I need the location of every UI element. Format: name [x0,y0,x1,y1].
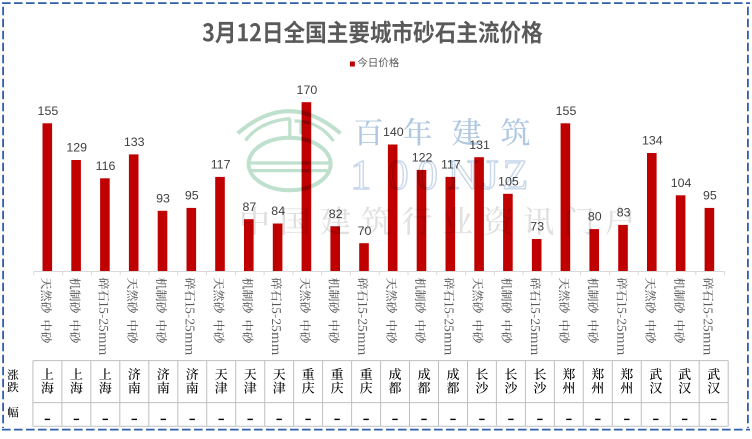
svg-text:133: 133 [124,135,145,149]
svg-text:70: 70 [358,224,372,238]
svg-text:134: 134 [642,134,663,148]
svg-text:84: 84 [271,204,285,218]
svg-text:155: 155 [556,104,577,118]
svg-text:170: 170 [297,83,318,97]
svg-text:129: 129 [66,141,87,155]
svg-text:80: 80 [588,210,602,224]
svg-text:93: 93 [156,191,170,205]
svg-text:122: 122 [412,151,433,165]
svg-text:131: 131 [469,138,490,152]
svg-text:73: 73 [530,220,544,234]
svg-text:116: 116 [96,159,116,173]
svg-text:83: 83 [617,206,631,220]
svg-text:140: 140 [383,125,404,139]
svg-text:155: 155 [38,104,59,118]
svg-text:95: 95 [703,189,717,203]
svg-text:117: 117 [211,158,231,172]
svg-text:105: 105 [498,174,519,188]
svg-text:117: 117 [441,158,461,172]
svg-text:104: 104 [671,176,692,190]
svg-text:95: 95 [185,189,199,203]
svg-text:87: 87 [243,200,257,214]
